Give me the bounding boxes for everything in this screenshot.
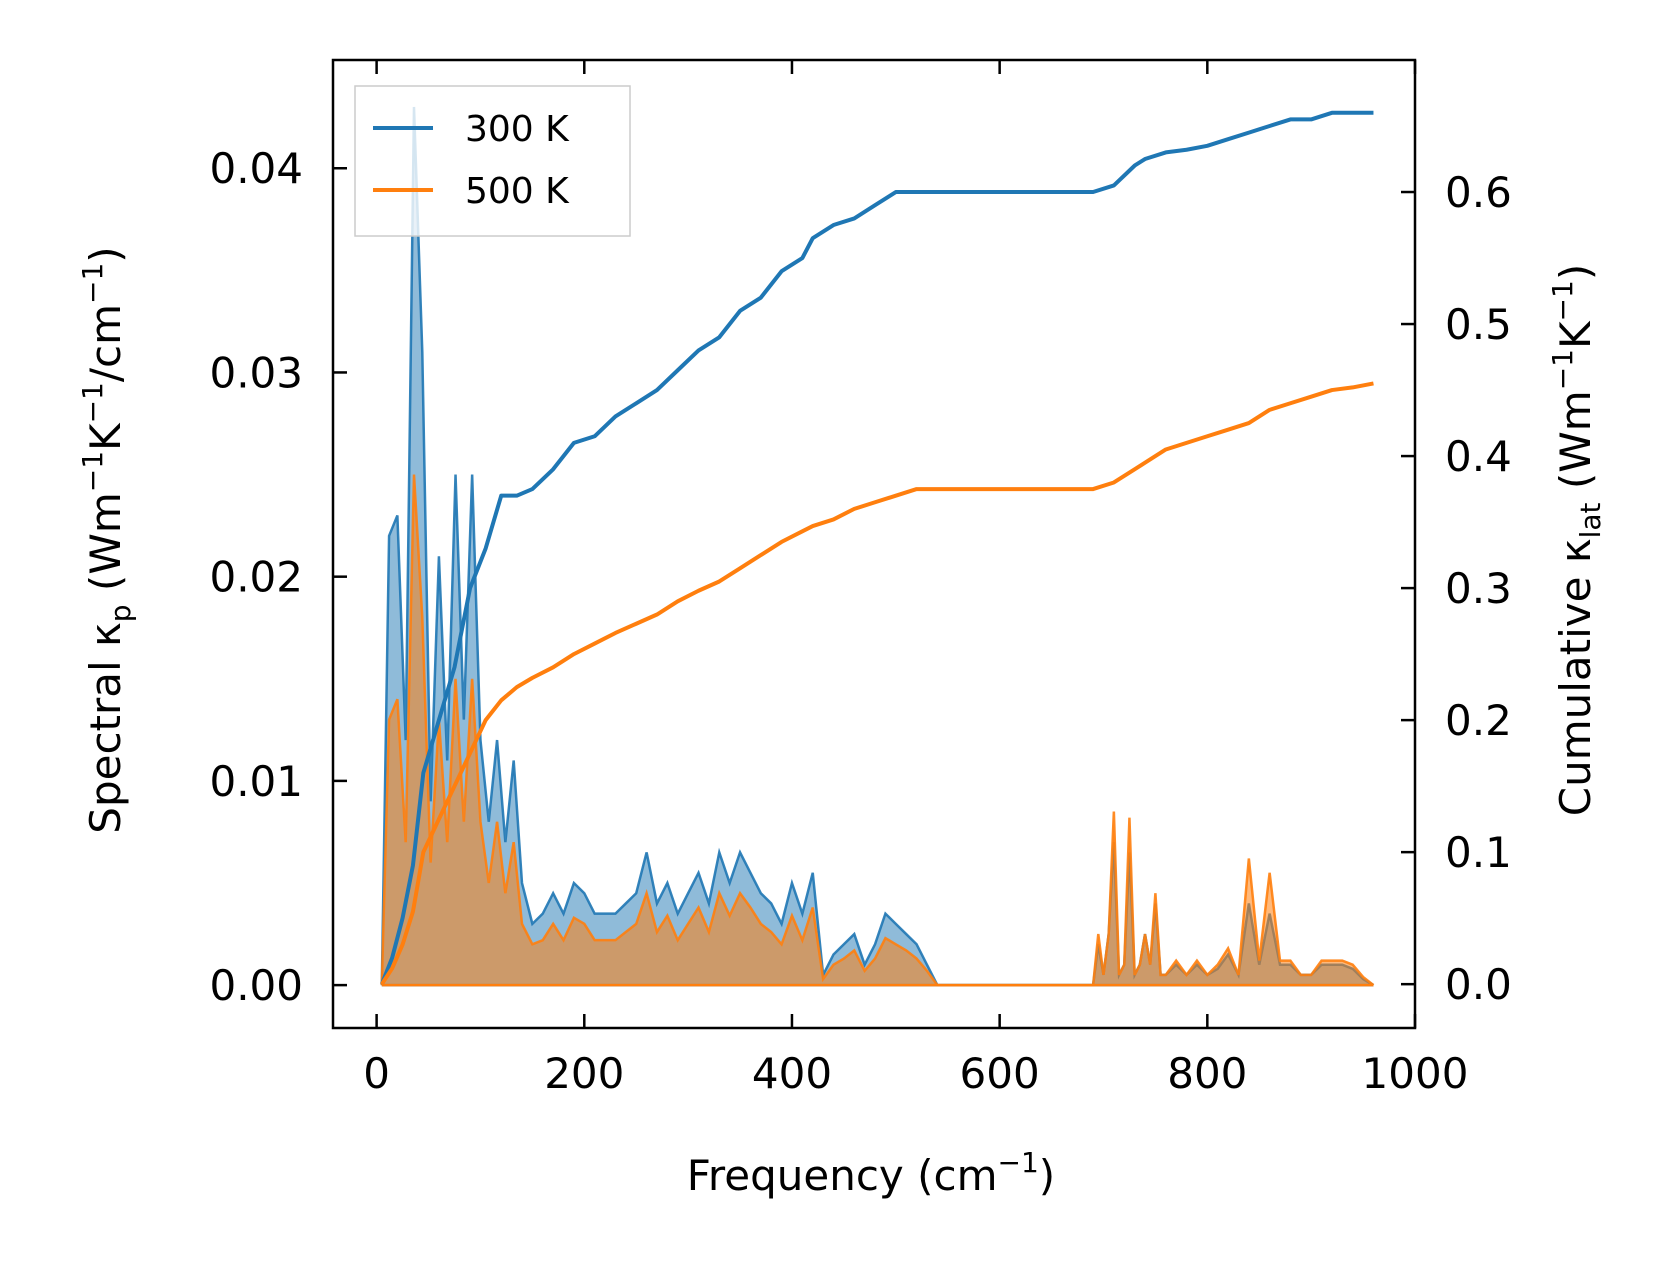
y-left-tick-label-0.03: 0.03	[209, 348, 303, 397]
plot-area	[379, 106, 1375, 987]
x-tick-label-400: 400	[752, 1049, 832, 1098]
x-tick-label-200: 200	[544, 1049, 624, 1098]
spectral-line-500k	[380, 474, 1375, 987]
legend-label-500k: 500 K	[465, 171, 570, 212]
y-right-tick-label-0.5: 0.5	[1445, 300, 1512, 349]
x-tick-label-600: 600	[960, 1049, 1040, 1098]
y-right-tick-label-0.1: 0.1	[1445, 828, 1512, 877]
x-tick-label-0: 0	[363, 1049, 390, 1098]
y-left-tick-label-0.04: 0.04	[209, 144, 303, 193]
x-axis-label: Frequency (cm−1)	[687, 1146, 1055, 1200]
spectral-area-500k	[381, 474, 1374, 986]
legend: 300 K 500 K	[354, 85, 631, 237]
x-tick-label-800: 800	[1167, 1049, 1247, 1098]
y-left-tick-label-0.01: 0.01	[209, 757, 303, 806]
y-left-tick-label-0.00: 0.00	[209, 961, 303, 1010]
legend-frame	[354, 85, 631, 237]
y-axis-left-label: Spectral κp (Wm−1K−1/cm−1)	[76, 246, 137, 833]
y-right-tick-label-0.2: 0.2	[1445, 696, 1512, 745]
legend-label-300k: 300 K	[465, 109, 570, 150]
y-right-tick-label-0.4: 0.4	[1445, 432, 1512, 481]
y-axis-right-label: Cumulative κlat (Wm−1K−1)	[1546, 264, 1607, 816]
x-tick-label-1000: 1000	[1362, 1049, 1469, 1098]
axes: 0 200 400 600 800 1000 0.00 0.01 0.02 0.03 0.04 0.0…	[209, 58, 1512, 1098]
y-right-tick-label-0.0: 0.0	[1445, 960, 1512, 1009]
cumulative-line-300k	[379, 110, 1374, 985]
axes-frame	[331, 58, 1417, 1030]
cumulative-line-500k	[380, 381, 1374, 986]
y-left-tick-label-0.02: 0.02	[209, 553, 303, 602]
y-right-tick-label-0.3: 0.3	[1445, 564, 1512, 613]
y-right-tick-label-0.6: 0.6	[1445, 168, 1512, 217]
